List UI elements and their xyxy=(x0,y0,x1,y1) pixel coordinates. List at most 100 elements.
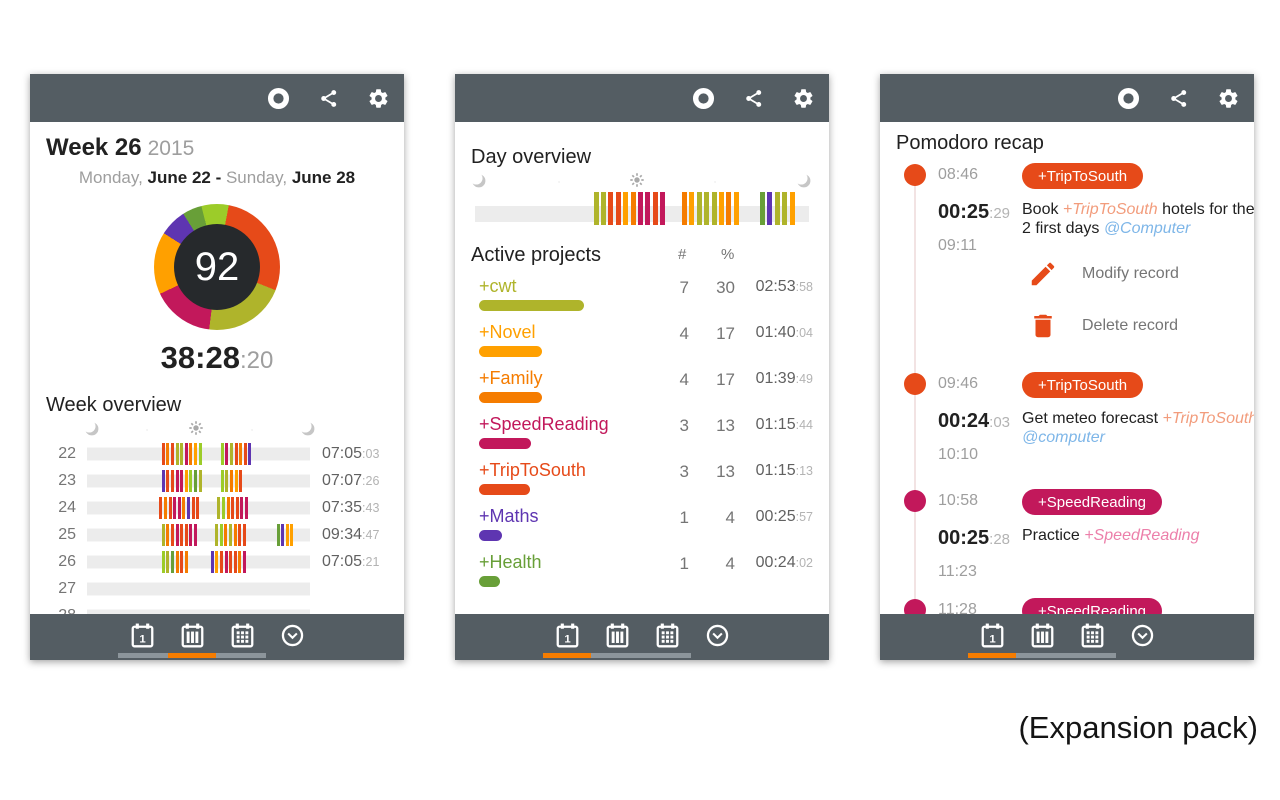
project-badge[interactable]: +SpeedReading xyxy=(1022,598,1163,614)
pomodoro-tick xyxy=(170,442,174,465)
pomodoro-tick xyxy=(238,523,242,546)
record-button[interactable] xyxy=(678,74,728,122)
day-total-time: 07:07:26 xyxy=(322,471,380,489)
delete-record-action[interactable]: Delete record xyxy=(1028,311,1178,341)
duration: 00:25:29 xyxy=(938,201,1011,223)
cal-month-icon xyxy=(1079,622,1106,649)
project-count: 3 xyxy=(679,416,689,435)
pomodoro-tick xyxy=(180,469,184,492)
week-row-25[interactable]: 25 09:34:47 xyxy=(30,521,404,548)
nav-icons: 1 xyxy=(542,617,742,653)
pomodoro-tick xyxy=(166,523,170,546)
date-value: June 28 xyxy=(291,168,356,187)
page-title: Week 26 2015 xyxy=(46,134,194,162)
settings-button[interactable] xyxy=(1203,74,1253,122)
week-row-26[interactable]: 26 07:05:21 xyxy=(30,548,404,575)
project-bar xyxy=(479,438,531,449)
project-row-TripToSouth[interactable]: +TripToSouth 3 13 01:15:13 xyxy=(455,458,829,504)
pomodoro-tick xyxy=(180,442,184,465)
week-overview-heading: Week overview xyxy=(46,394,182,416)
pomodoro-tick xyxy=(682,192,688,225)
settings-icon xyxy=(367,87,390,110)
pomodoro-tick xyxy=(238,550,242,573)
nav-cal-week-button[interactable] xyxy=(592,617,642,653)
project-badge[interactable]: +TripToSouth xyxy=(1022,163,1144,189)
panel-recap: Pomodoro recap 08:46 +TripToSouth 00:25:29… xyxy=(880,74,1254,660)
settings-button[interactable] xyxy=(353,74,403,122)
end-time: 10:10 xyxy=(938,446,979,463)
project-row-Health[interactable]: +Health 1 4 00:24:02 xyxy=(455,550,829,596)
column-header-percent: % xyxy=(721,246,735,263)
project-name: +Maths xyxy=(479,506,539,526)
share-button[interactable] xyxy=(728,74,778,122)
nav-indicator-active xyxy=(168,653,216,658)
pomodoro-tick xyxy=(290,523,294,546)
pomodoro-tick xyxy=(217,496,221,519)
nav-cal-month-button[interactable] xyxy=(642,617,692,653)
nav-cal-day-button[interactable]: 1 xyxy=(542,617,592,653)
nav-clock-button[interactable] xyxy=(1117,617,1167,653)
week-row-27[interactable]: 27 xyxy=(30,575,404,602)
nav-cal-week-button[interactable] xyxy=(1017,617,1067,653)
pomodoro-tick xyxy=(198,469,202,492)
panel-week: Week 26 2015 Monday, June 22 - Sunday, Ju… xyxy=(30,74,404,660)
nav-clock-button[interactable] xyxy=(692,617,742,653)
pomodoro-tick xyxy=(220,469,224,492)
pomodoro-tick xyxy=(608,192,614,225)
record-button[interactable] xyxy=(1103,74,1153,122)
pomodoro-tick xyxy=(229,550,233,573)
date-weekday: Monday, xyxy=(78,168,148,187)
week-row-22[interactable]: 22 07:05:03 xyxy=(30,440,404,467)
share-button[interactable] xyxy=(1153,74,1203,122)
pomodoro-tick xyxy=(215,523,219,546)
project-count: 1 xyxy=(679,554,689,573)
project-percent: 13 xyxy=(716,416,735,435)
week-row-28[interactable]: 28 xyxy=(30,602,404,614)
project-row-SpeedReading[interactable]: +SpeedReading 3 13 01:15:44 xyxy=(455,412,829,458)
project-row-Family[interactable]: +Family 4 17 01:39:49 xyxy=(455,366,829,412)
nav-cal-day-button[interactable]: 1 xyxy=(967,617,1017,653)
project-row-cwt[interactable]: +cwt 7 30 02:53:58 xyxy=(455,274,829,320)
pomodoro-tick xyxy=(615,192,621,225)
day-number: 24 xyxy=(58,498,76,516)
pomodoro-tick xyxy=(175,523,179,546)
clock-icon xyxy=(279,622,306,649)
nav-cal-month-button[interactable] xyxy=(1067,617,1117,653)
nav-cal-week-button[interactable] xyxy=(167,617,217,653)
settings-icon xyxy=(792,87,815,110)
week-row-24[interactable]: 24 07:35:43 xyxy=(30,494,404,521)
modify-record-action[interactable]: Modify record xyxy=(1028,259,1179,289)
pomodoro-tick xyxy=(193,469,197,492)
day-track xyxy=(87,555,310,568)
pomodoro-tick xyxy=(245,496,249,519)
project-bar xyxy=(479,576,500,587)
pomodoro-tick xyxy=(161,550,165,573)
nav-cal-day-button[interactable]: 1 xyxy=(117,617,167,653)
date-value: June 22 - xyxy=(147,168,226,187)
project-row-Maths[interactable]: +Maths 1 4 00:25:57 xyxy=(455,504,829,550)
project-badge[interactable]: +SpeedReading xyxy=(1022,489,1163,515)
day-total-time: 07:05:03 xyxy=(322,444,380,462)
share-button[interactable] xyxy=(303,74,353,122)
pomodoro-tick xyxy=(184,550,188,573)
nav-indicator xyxy=(543,653,691,658)
settings-button[interactable] xyxy=(778,74,828,122)
week-row-23[interactable]: 23 07:07:26 xyxy=(30,467,404,494)
project-count: 1 xyxy=(679,508,689,527)
project-count: 7 xyxy=(679,278,689,297)
pomodoro-tick xyxy=(166,469,170,492)
pomodoro-tick xyxy=(196,496,200,519)
pomodoro-tick xyxy=(689,192,695,225)
pomodoro-tick xyxy=(170,550,174,573)
record-button[interactable] xyxy=(253,74,303,122)
daynight-markers xyxy=(82,420,315,438)
project-row-Novel[interactable]: +Novel 4 17 01:40:04 xyxy=(455,320,829,366)
week-date-range: Monday, June 22 - Sunday, June 28 xyxy=(30,168,404,188)
nav-clock-button[interactable] xyxy=(267,617,317,653)
bottom-nav: 1 xyxy=(455,614,829,660)
nav-cal-month-button[interactable] xyxy=(217,617,267,653)
app-topbar xyxy=(30,74,404,122)
cal-day-icon: 1 xyxy=(979,622,1006,649)
project-badge[interactable]: +TripToSouth xyxy=(1022,372,1144,398)
pomodoro-tick xyxy=(175,469,179,492)
